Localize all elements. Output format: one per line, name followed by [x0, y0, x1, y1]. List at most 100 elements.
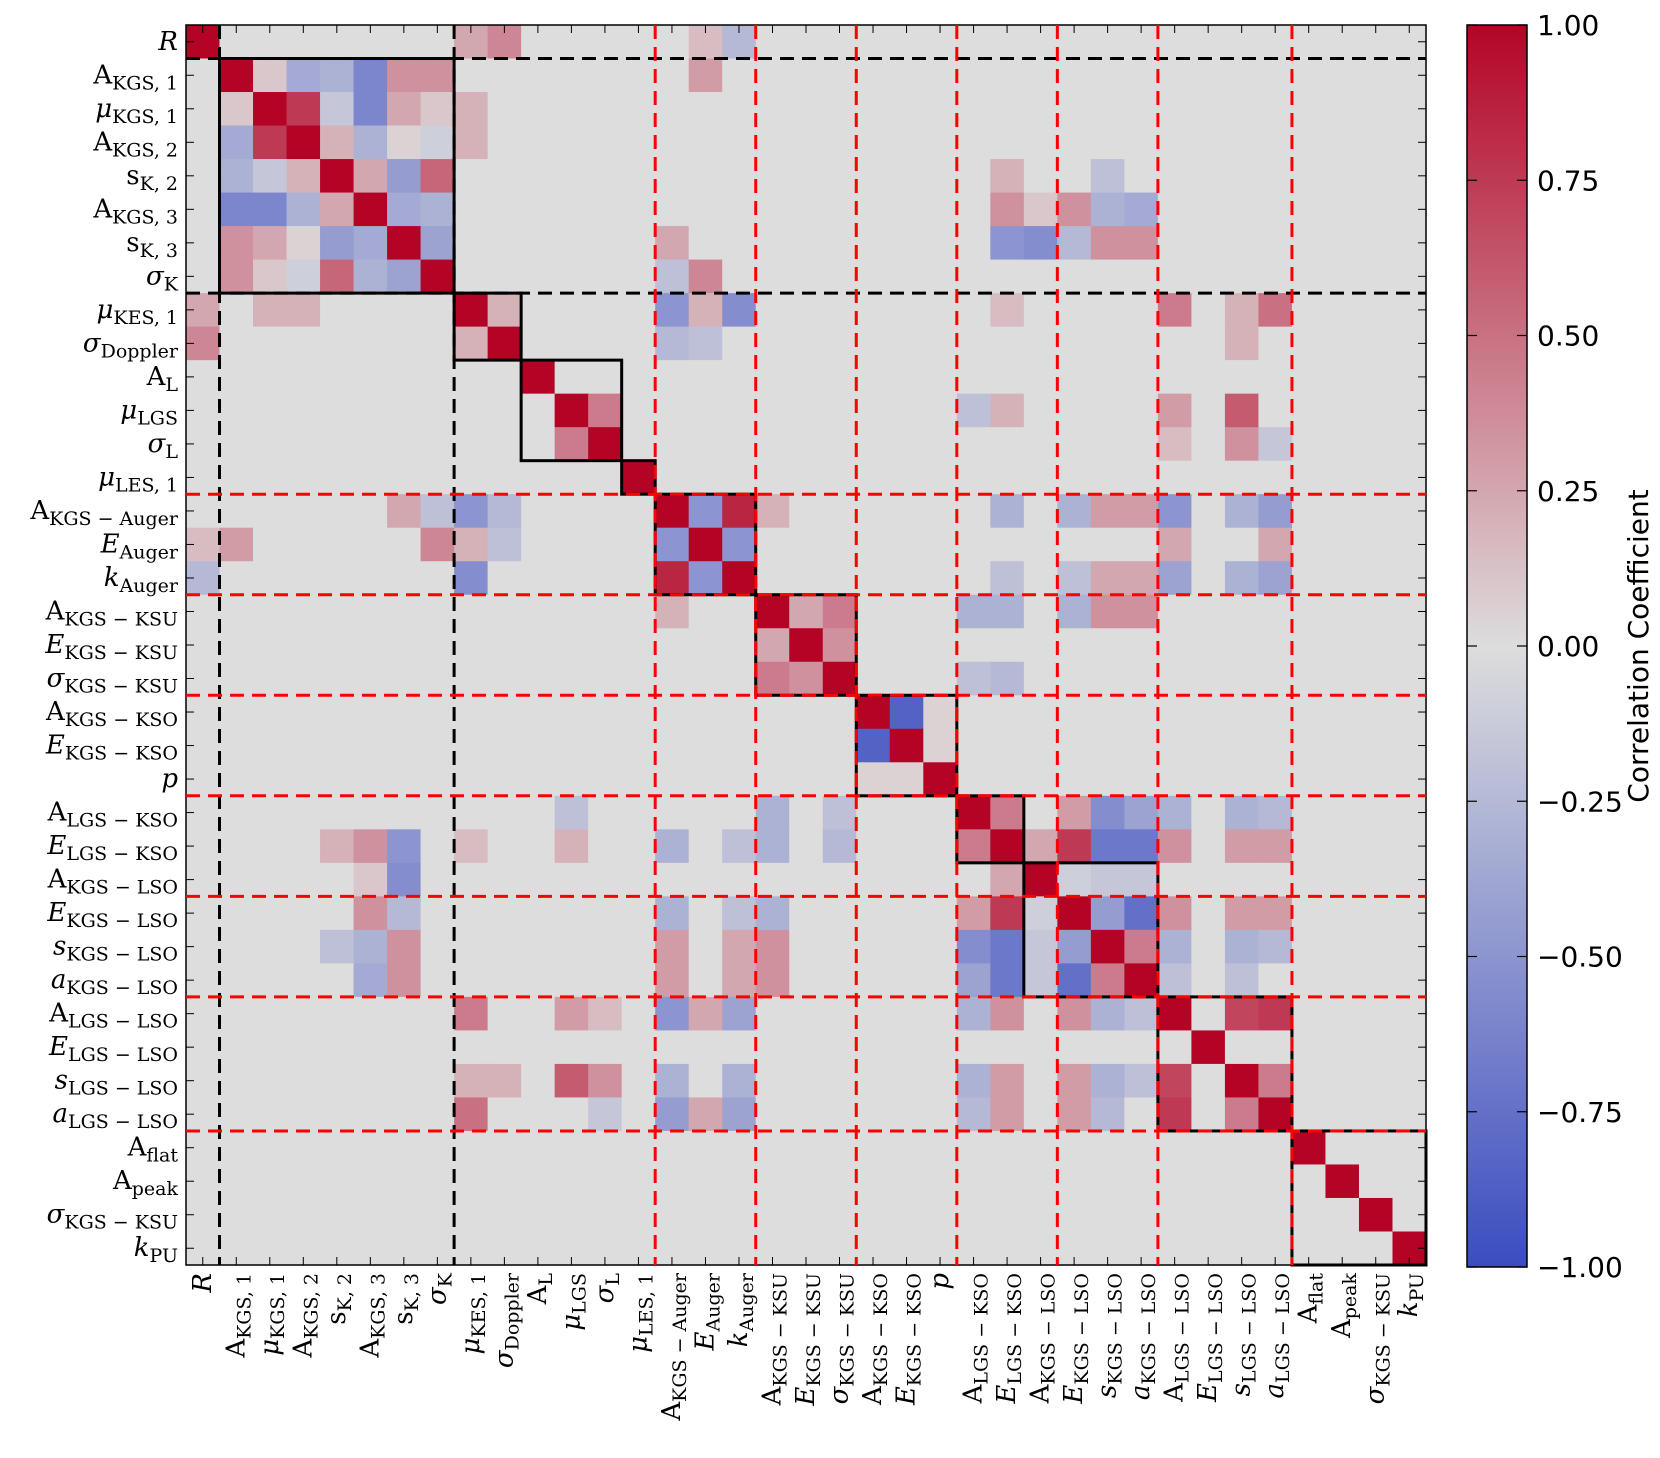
heatmap-cell [1090, 996, 1125, 1031]
heatmap-cell [755, 695, 790, 730]
heatmap-cell [1157, 996, 1192, 1031]
heatmap-cell [688, 628, 723, 663]
heatmap-cell [387, 159, 422, 194]
heatmap-cell [588, 92, 623, 127]
heatmap-cell [1224, 192, 1260, 227]
heatmap-cell [1291, 1164, 1327, 1199]
heatmap-cell [1124, 628, 1159, 663]
heatmap-cell [789, 594, 824, 629]
heatmap-cell [420, 1063, 455, 1099]
heatmap-cell [755, 159, 790, 194]
heatmap-cell [822, 1130, 857, 1166]
heatmap-cell [219, 192, 254, 227]
heatmap-cell [755, 762, 790, 797]
heatmap-cell [219, 1130, 254, 1166]
heatmap-cell [1023, 259, 1058, 294]
heatmap-cell [1023, 1164, 1058, 1199]
x-tick-label: R [188, 1273, 218, 1294]
heatmap-cell [856, 159, 891, 194]
heatmap-cell [219, 125, 254, 160]
heatmap-cell [454, 1097, 489, 1132]
heatmap-cell [1325, 360, 1360, 395]
heatmap-cell [789, 1030, 824, 1065]
heatmap-cell [688, 762, 723, 797]
heatmap-cell [1023, 661, 1058, 696]
heatmap-cell [353, 58, 388, 93]
heatmap-cell [387, 862, 422, 897]
heatmap-cell [755, 58, 790, 93]
heatmap-cell [253, 92, 288, 127]
heatmap-cell [956, 795, 991, 830]
heatmap-cell [1090, 862, 1125, 897]
heatmap-cell [789, 1097, 824, 1132]
heatmap-cell [353, 1030, 388, 1065]
y-tick-label: σDoppler [83, 328, 179, 362]
heatmap-cell [521, 360, 556, 395]
heatmap-cell [1258, 527, 1293, 562]
heatmap-cell [1023, 494, 1058, 529]
heatmap-cell [856, 561, 891, 596]
heatmap-cell [1090, 695, 1125, 730]
heatmap-cell [1157, 762, 1192, 797]
y-tick-label: sK, 2 [126, 161, 178, 195]
heatmap-cell [1325, 996, 1360, 1031]
heatmap-cell [554, 561, 589, 596]
heatmap-cell [1258, 125, 1293, 160]
heatmap-cell [1157, 159, 1192, 194]
heatmap-cell [1023, 628, 1058, 663]
heatmap-cell [1090, 527, 1125, 562]
heatmap-cell [454, 561, 489, 596]
colorbar-tick-label: −0.25 [1537, 785, 1623, 818]
heatmap-cell [755, 963, 790, 998]
heatmap-cell [320, 661, 355, 696]
x-tick-label: kPU [1394, 1273, 1428, 1317]
heatmap-cell [554, 226, 589, 261]
heatmap-cell [521, 460, 556, 495]
heatmap-cell [420, 829, 455, 864]
heatmap-cell [253, 594, 288, 629]
heatmap-cell [1291, 862, 1327, 897]
heatmap-cell [1358, 661, 1394, 696]
heatmap-cell [889, 695, 924, 730]
heatmap-cell [655, 226, 690, 261]
heatmap-cell [889, 896, 924, 931]
heatmap-cell [1291, 561, 1327, 596]
heatmap-cell [655, 594, 690, 629]
heatmap-cell [889, 795, 924, 830]
heatmap-cell [219, 427, 254, 462]
heatmap-cell [353, 896, 388, 931]
heatmap-cell [420, 226, 455, 261]
heatmap-cell [1090, 561, 1125, 596]
heatmap-cell [990, 1097, 1025, 1132]
colorbar-tick-label: 0.25 [1537, 475, 1599, 508]
heatmap-cell [320, 360, 355, 395]
heatmap-cell [923, 996, 958, 1031]
heatmap-cell [956, 226, 991, 261]
heatmap-cell [822, 862, 857, 897]
heatmap-cell [1258, 494, 1293, 529]
heatmap-cell [420, 527, 455, 562]
heatmap-cell [755, 1030, 790, 1065]
heatmap-cell [956, 427, 991, 462]
heatmap-cell [454, 728, 489, 763]
heatmap-cell [1023, 460, 1058, 495]
heatmap-cell [889, 594, 924, 629]
heatmap-cell [387, 192, 422, 227]
heatmap-cell [487, 159, 522, 194]
heatmap-cell [1291, 594, 1327, 629]
heatmap-cell [923, 1097, 958, 1132]
heatmap-cell [554, 159, 589, 194]
heatmap-cell [923, 494, 958, 529]
heatmap-cell [1157, 896, 1192, 931]
heatmap-cell [1157, 460, 1192, 495]
heatmap-cell [1224, 326, 1260, 361]
heatmap-cell [387, 1130, 422, 1166]
heatmap-cell [1258, 829, 1293, 864]
heatmap-cell [1325, 494, 1360, 529]
x-tick-label: AKGS, 1 [221, 1273, 255, 1359]
heatmap-cell [1090, 326, 1125, 361]
heatmap-cell [822, 226, 857, 261]
heatmap-cell [923, 896, 958, 931]
heatmap-cell [956, 996, 991, 1031]
heatmap-cell [1358, 829, 1394, 864]
